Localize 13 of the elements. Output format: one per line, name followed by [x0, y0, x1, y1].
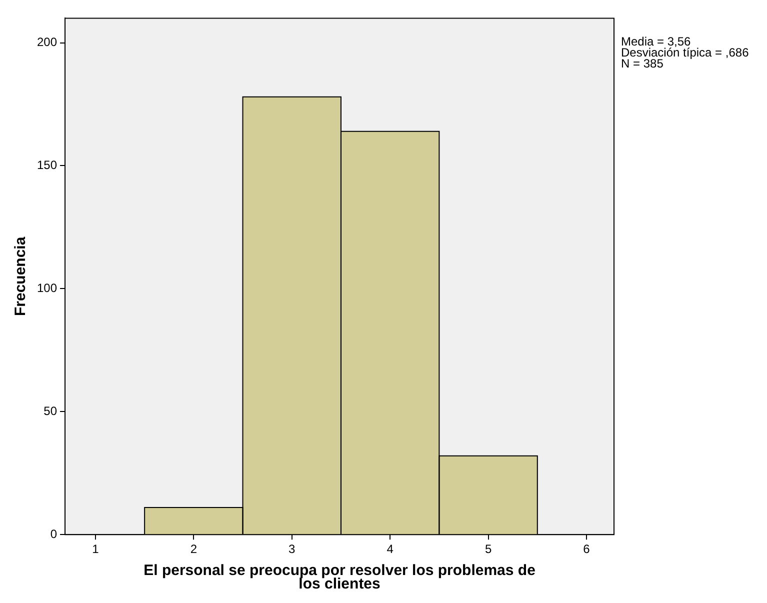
y-axis-title: Frecuencia	[12, 236, 30, 316]
x-tick-label: 1	[92, 542, 100, 556]
y-tick-label: 100	[36, 281, 58, 296]
y-tick-label: 0	[50, 526, 58, 541]
y-tick-label: 200	[36, 35, 58, 50]
x-tick-label: 2	[190, 542, 198, 556]
y-tick-label: 150	[36, 158, 58, 172]
x-tick-label: 6	[583, 542, 590, 556]
x-tick-label: 4	[386, 542, 394, 556]
x-tick-label: 5	[484, 542, 492, 556]
y-tick-label: 50	[44, 404, 58, 418]
x-axis-title: El personal se preocupa por resolver los problemas de los clientes	[144, 562, 536, 592]
x-tick-label: 3	[288, 542, 296, 556]
